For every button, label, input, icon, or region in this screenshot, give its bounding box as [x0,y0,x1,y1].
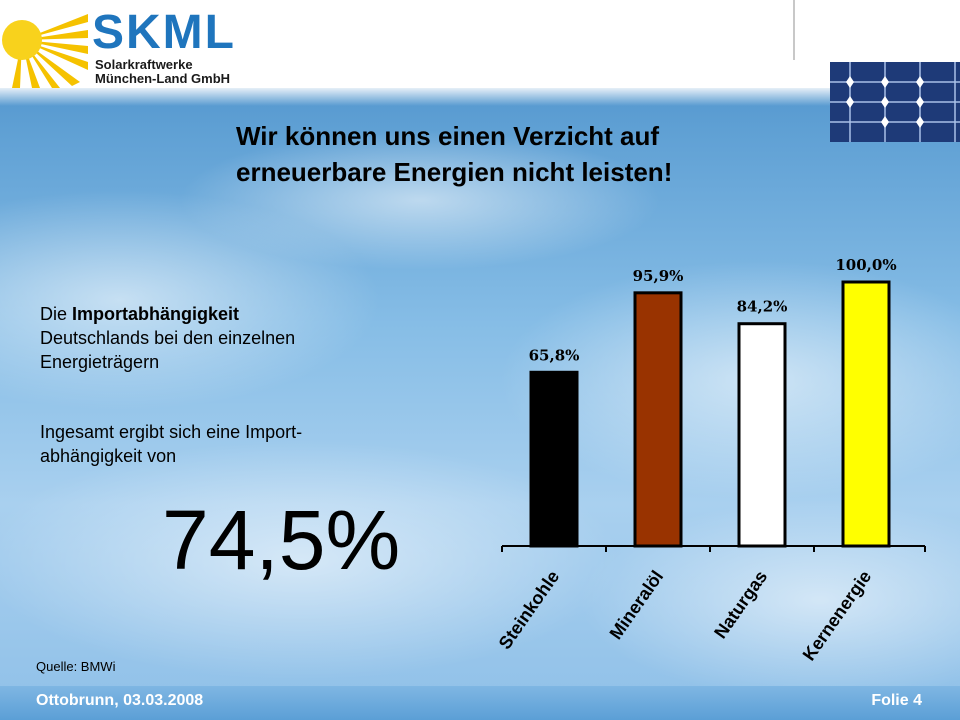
slide-title: Wir können uns einen Verzicht auf erneue… [236,118,836,190]
data-label: 65,8% [529,346,580,364]
total-description: Ingesamt ergibt sich eine Import- abhäng… [40,420,400,468]
sun-rays-icon [2,14,88,88]
category-label: Kernenergie [799,567,876,665]
description-line-2: Deutschlands bei den einzelnen [40,328,296,348]
description-line-3: Energieträgern [40,352,160,372]
description-text: Die Importabhängigkeit Deutschlands bei … [40,302,400,374]
total-description-line-2: abhängigkeit von [40,446,177,466]
header-divider [793,0,795,60]
header-bar [0,0,960,88]
category-label: Mineralöl [606,567,668,643]
footer-page-number: Folie 4 [871,692,922,709]
bar-kernenergie [841,280,891,548]
category-label: Naturgas [710,567,771,642]
title-line-2: erneuerbare Energien nicht leisten! [236,157,673,187]
brand-line2: München-Land GmbH [95,71,231,86]
total-description-line-1: Ingesamt ergibt sich eine Import- [40,422,303,442]
bar-mineralöl [633,291,683,548]
footer-bar [0,686,960,720]
data-label: 95,9% [633,267,684,285]
title-line-1: Wir können uns einen Verzicht auf [236,121,660,151]
footer-date: Ottobrunn, 03.03.2008 [36,692,204,709]
company-logo: SKML Solarkraftwerke München-Land GmbH [0,0,260,88]
import-dependency-chart: 65,8% Steinkohle 95,9% Mineralöl 84,2% Naturg… [495,256,926,665]
solar-panel-image [830,62,960,142]
brand-line1: Solarkraftwerke [95,57,193,72]
description-keyword: Importabhängigkeit [72,304,240,324]
bar-steinkohle [529,370,579,548]
brand-name: SKML [92,6,236,59]
description-prefix: Die [40,304,73,324]
data-label: 100,0% [835,256,896,274]
category-label: Steinkohle [495,567,564,653]
data-label: 84,2% [737,298,788,316]
header-fade [0,88,960,106]
bar-naturgas [737,322,787,548]
source-note: Quelle: BMWi [36,659,116,674]
description-line-1: Die Importabhängigkeit [40,302,400,326]
total-import-value: 74,5% [162,493,401,587]
